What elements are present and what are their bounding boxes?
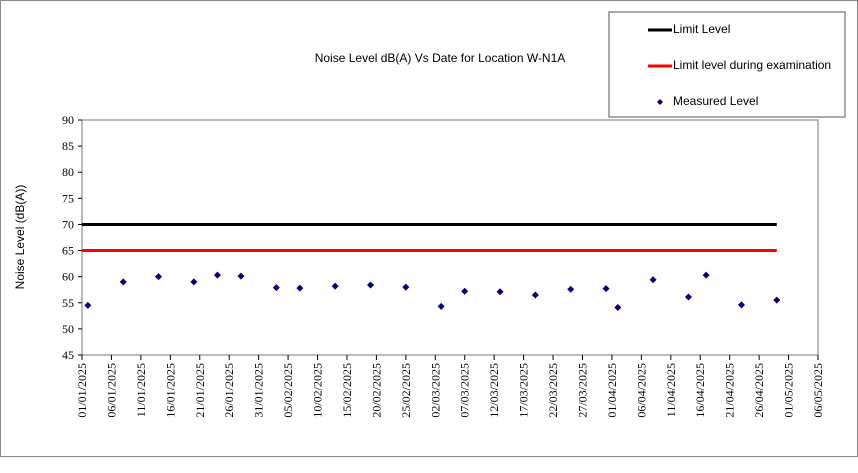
chart-title: Noise Level dB(A) Vs Date for Location W… [315,51,566,65]
data-point [367,281,375,289]
data-point [602,285,610,293]
y-tick-label: 70 [62,217,74,231]
x-tick-label: 10/02/2025 [311,363,325,418]
x-tick-label: 21/04/2025 [723,363,737,418]
data-point [614,303,622,311]
x-tick-label: 20/02/2025 [369,363,383,418]
x-tick-label: 01/05/2025 [782,363,796,418]
data-point [155,273,163,281]
x-tick-label: 02/03/2025 [428,363,442,418]
y-tick-label: 90 [62,113,74,127]
plot-area [81,119,819,356]
data-point [272,284,280,292]
x-tick-label: 01/01/2025 [75,363,89,418]
data-point [684,293,692,301]
data-point [190,278,198,286]
data-point [331,282,339,290]
x-tick-label: 12/03/2025 [487,363,501,418]
data-point [773,296,781,304]
y-tick-label: 45 [62,348,74,362]
x-tick-label: 31/01/2025 [252,363,266,418]
y-tick-label: 75 [62,191,74,205]
y-axis-label: Noise Level (dB(A)) [13,185,27,290]
data-point [649,276,657,284]
x-tick-label: 11/01/2025 [134,363,148,417]
y-tick-label: 85 [62,139,74,153]
x-tick-label: 05/02/2025 [281,363,295,418]
x-tick-label: 17/03/2025 [517,363,531,418]
x-tick-label: 25/02/2025 [399,363,413,418]
x-tick-label: 01/04/2025 [605,363,619,418]
x-tick-label: 16/01/2025 [163,363,177,418]
data-point [237,272,245,280]
legend-label: Measured Level [673,94,758,108]
y-tick-label: 55 [62,296,74,310]
legend-label: Limit level during examination [673,58,831,72]
data-point [437,302,445,310]
x-tick-label: 06/04/2025 [634,363,648,418]
x-tick-label: 16/04/2025 [693,363,707,418]
x-tick-label: 27/03/2025 [575,363,589,418]
x-tick-label: 11/04/2025 [664,363,678,417]
x-tick-label: 22/03/2025 [546,363,560,418]
data-point [496,288,504,296]
x-tick-label: 07/03/2025 [458,363,472,418]
data-point [531,291,539,299]
data-point [567,285,575,293]
y-tick-label: 80 [62,165,74,179]
x-tick-label: 06/05/2025 [811,363,825,418]
data-point [119,278,127,286]
y-tick-label: 60 [62,270,74,284]
legend-swatch [657,99,663,105]
x-tick-label: 06/01/2025 [104,363,118,418]
x-tick-label: 26/01/2025 [222,363,236,418]
data-point [213,271,221,279]
legend-label: Limit Level [673,22,730,36]
x-tick-label: 21/01/2025 [193,363,207,418]
y-tick-label: 50 [62,322,74,336]
x-tick-label: 26/04/2025 [752,363,766,418]
data-point [84,301,92,309]
data-point [402,283,410,291]
y-tick-label: 65 [62,244,74,258]
data-point [737,301,745,309]
data-point [296,284,304,292]
x-tick-label: 15/02/2025 [340,363,354,418]
data-point [702,271,710,279]
data-point [461,287,469,295]
